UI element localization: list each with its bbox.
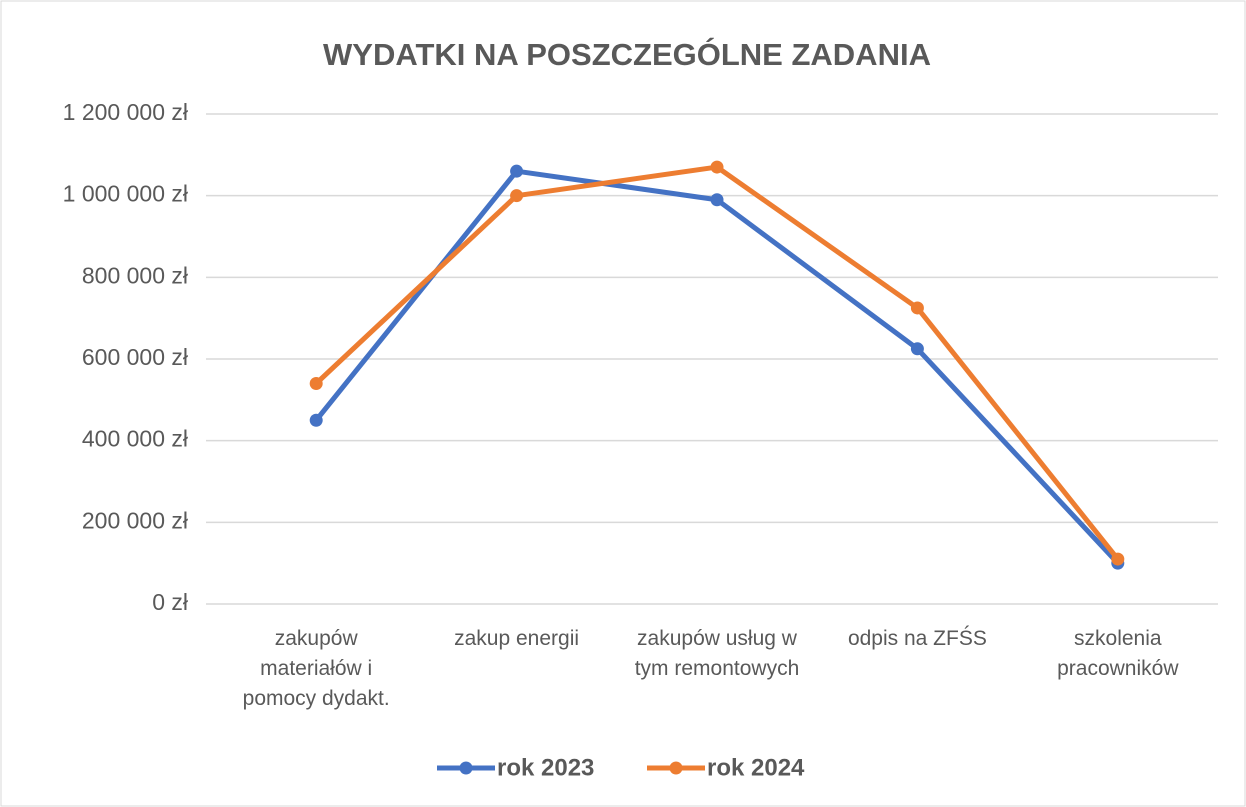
legend-marker (669, 761, 683, 775)
legend-label: rok 2024 (707, 754, 805, 781)
y-tick-label: 1 000 000 zł (63, 181, 188, 207)
legend-label: rok 2023 (497, 754, 594, 781)
y-tick-label: 1 200 000 zł (63, 99, 188, 125)
data-point (910, 342, 924, 356)
data-point (510, 164, 524, 178)
data-point (309, 377, 323, 390)
data-point (309, 413, 323, 427)
legend-marker (459, 761, 473, 775)
y-tick-label: 800 000 zł (82, 262, 188, 288)
x-tick-label: zakupów materiałów i pomocy dydakt. (242, 627, 390, 710)
data-point (710, 193, 724, 207)
x-tick-label: odpis na ZFŚS (847, 627, 987, 650)
data-point (710, 160, 724, 174)
chart-title: WYDATKI NA POSZCZEGÓLNE ZADANIA (323, 36, 931, 72)
x-tick-label: zakupów usług w tym remontowych (634, 627, 800, 680)
y-tick-label: 600 000 zł (82, 344, 188, 370)
y-tick-label: 200 000 zł (82, 507, 188, 533)
y-tick-label: 400 000 zł (82, 426, 188, 452)
data-point (1111, 552, 1125, 566)
x-tick-label: szkolenia pracowników (1057, 627, 1179, 680)
y-tick-label: 0 zł (152, 589, 188, 615)
x-tick-label: zakup energii (454, 627, 580, 650)
data-point (910, 301, 924, 315)
data-point (510, 189, 524, 203)
